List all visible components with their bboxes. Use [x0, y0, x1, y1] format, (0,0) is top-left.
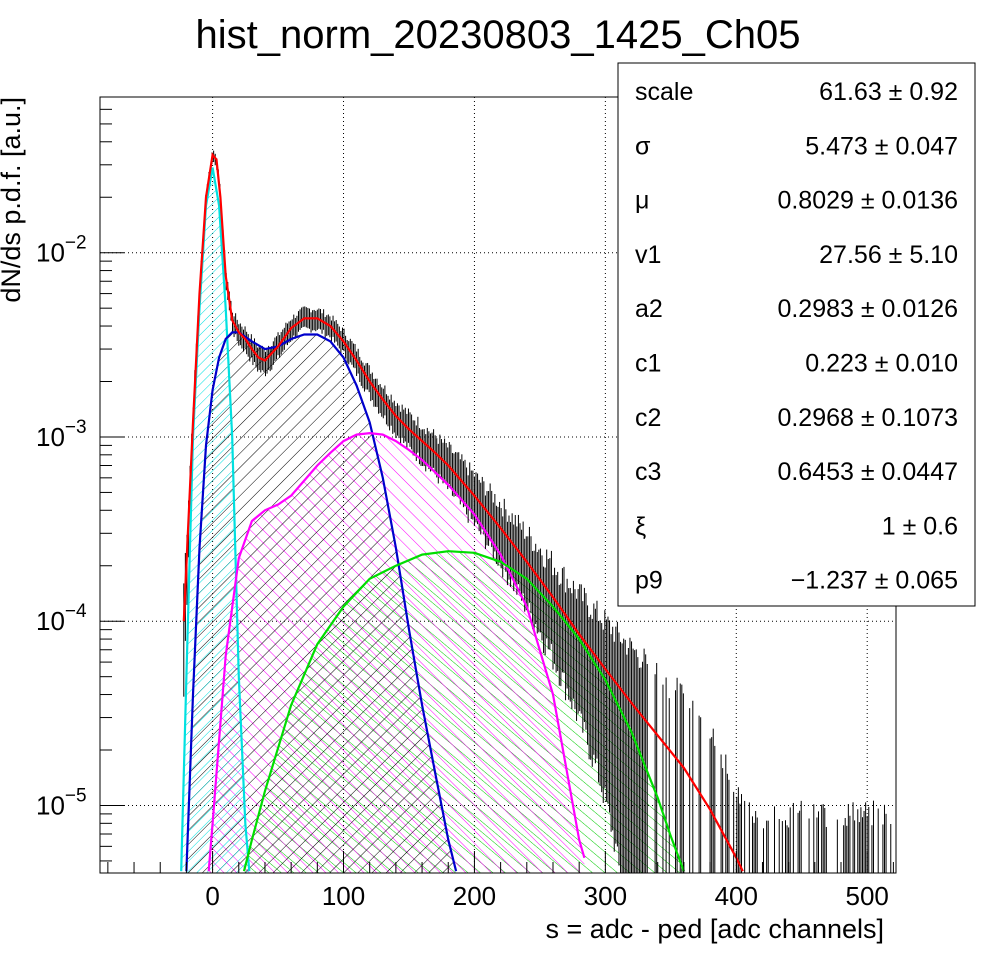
x-tick-label: 200: [453, 881, 496, 911]
stat-value: 0.8029 ± 0.0136: [777, 187, 958, 215]
stat-value: 27.56 ± 5.10: [819, 241, 958, 269]
stat-value: 0.2968 ± 0.1073: [777, 404, 958, 432]
fit-curve-line: [180, 167, 251, 872]
stat-label: c1: [635, 350, 661, 378]
stats-box-frame: [617, 62, 976, 607]
component-fill: [186, 332, 457, 873]
fit-curve-line: [185, 331, 458, 872]
chart-title: hist_norm_20230803_1425_Ch05: [196, 13, 801, 57]
stat-value: 0.6453 ± 0.0447: [777, 458, 958, 486]
y-tick-label: 10−5: [36, 785, 87, 820]
y-tick-label: 10−3: [36, 417, 87, 452]
fit-stats-box: scale 61.63 ± 0.92 σ 5.473 ± 0.047 μ 0.8029 ±…: [617, 62, 976, 607]
fit-curve-line: [207, 431, 586, 872]
stat-value: 0.2983 ± 0.0126: [777, 295, 958, 323]
x-axis-label: s = adc - ped [adc channels]: [546, 914, 884, 944]
stat-value: 5.473 ± 0.047: [805, 132, 958, 160]
fit-curves: [180, 152, 744, 872]
y-tick-label: 10−2: [36, 233, 87, 268]
y-tick-label: 10−4: [36, 601, 87, 636]
x-tick-label: 300: [584, 881, 627, 911]
stat-label: ξ: [635, 512, 646, 540]
component-fills: [181, 167, 684, 873]
y-axis-label: dN/ds p.d.f. [a.u.]: [0, 97, 26, 303]
stat-label: scale: [635, 78, 693, 106]
fit-curve-line: [242, 550, 685, 872]
x-axis-ticks: 0 100 200 300 400 500: [107, 851, 894, 911]
stat-label: σ: [635, 132, 651, 160]
stat-value: −1.237 ± 0.065: [791, 567, 958, 595]
stat-label: μ: [635, 187, 649, 215]
stat-value: 61.63 ± 0.92: [819, 78, 958, 106]
stat-value: 1 ± 0.6: [882, 512, 958, 540]
y-axis-ticks: 10−5 10−4 10−3 10−2: [36, 96, 124, 862]
stat-label: p9: [635, 567, 663, 595]
stat-label: c3: [635, 458, 661, 486]
x-tick-label: 500: [846, 881, 889, 911]
fit-curve-line: [182, 152, 744, 872]
stat-label: c2: [635, 404, 661, 432]
stat-label: a2: [635, 295, 663, 323]
stat-value: 0.223 ± 0.010: [805, 350, 958, 378]
x-tick-label: 0: [205, 881, 219, 911]
stat-label: v1: [635, 241, 661, 269]
x-tick-label: 100: [322, 881, 365, 911]
x-tick-label: 400: [715, 881, 758, 911]
